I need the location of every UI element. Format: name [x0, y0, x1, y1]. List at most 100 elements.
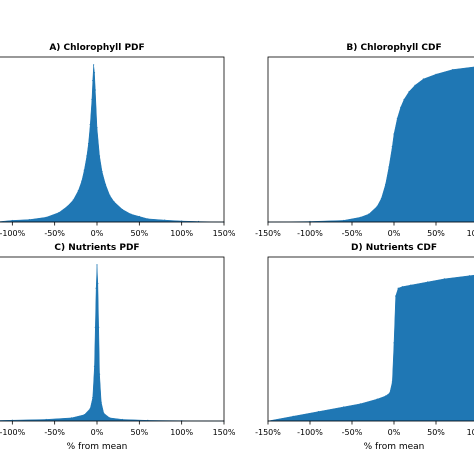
data-point [389, 392, 391, 394]
data-point [292, 415, 294, 417]
x-tick-label: 50% [130, 428, 148, 437]
panel-a: -150%-100%-50%0%50%100%150%A) Chlorophyl… [0, 43, 236, 238]
x-tick-label: 150% [213, 428, 236, 437]
data-point [96, 127, 98, 129]
data-point [11, 419, 13, 421]
data-point [138, 215, 140, 218]
data-point [93, 72, 96, 74]
x-tick-label: -50% [342, 229, 363, 238]
data-point [81, 180, 83, 182]
data-point [87, 142, 90, 145]
data-point [94, 326, 96, 328]
x-tick-label: 50% [130, 229, 148, 238]
data-point [93, 64, 95, 66]
panel-title: C) Nutrients PDF [54, 243, 139, 253]
data-point [58, 211, 60, 214]
data-point [45, 418, 47, 421]
data-point [92, 396, 94, 399]
x-axis-label: % from mean [67, 442, 128, 452]
data-point [469, 275, 471, 277]
data-point [380, 197, 382, 200]
data-point [359, 216, 361, 218]
data-point [147, 218, 149, 220]
data-point [89, 407, 91, 410]
data-point [385, 183, 387, 185]
data-point [83, 169, 85, 171]
data-point [93, 365, 96, 367]
panel-title: A) Chlorophyll PDF [49, 43, 144, 53]
data-point [422, 78, 424, 80]
data-point [388, 166, 390, 168]
data-point [397, 287, 399, 289]
data-point [83, 414, 85, 416]
data-point [393, 342, 395, 344]
x-tick-label: -100% [0, 428, 26, 437]
data-point [66, 205, 68, 207]
data-point [77, 189, 79, 192]
data-point [376, 398, 378, 400]
data-point [452, 68, 454, 71]
data-point [427, 281, 429, 283]
data-point [410, 284, 412, 286]
x-tick-label: 50% [427, 229, 445, 238]
data-point [121, 418, 123, 421]
data-point [393, 133, 395, 135]
data-point [385, 395, 387, 397]
data-point [109, 194, 111, 196]
x-tick-label: 0% [91, 428, 104, 437]
data-point [113, 200, 115, 203]
data-point [103, 412, 105, 414]
x-tick-label: 0% [91, 229, 104, 238]
x-axis-label: % from mean [364, 442, 425, 452]
data-point [391, 381, 393, 383]
x-tick-label: -100% [297, 229, 323, 238]
data-point [181, 220, 183, 222]
data-point [401, 286, 403, 288]
data-point [101, 171, 103, 173]
data-point [408, 90, 410, 93]
data-point [72, 199, 74, 201]
series-area [267, 66, 474, 223]
panel-title: D) Nutrients CDF [351, 243, 437, 253]
data-point [11, 219, 13, 222]
panel-c: -150%-100%-50%0%50%100%150%C) Nutrients … [0, 243, 236, 452]
data-point [45, 216, 47, 218]
x-tick-label: 50% [427, 428, 445, 437]
x-tick-label: 0% [388, 428, 401, 437]
data-point [400, 106, 402, 108]
series-area [0, 264, 225, 422]
x-tick-label: -100% [297, 428, 323, 437]
x-tick-label: -50% [44, 428, 65, 437]
data-point [109, 417, 111, 419]
data-point [164, 219, 166, 221]
data-point [343, 406, 345, 408]
x-tick-label: 100% [170, 428, 193, 437]
panel-d: -150%-100%-50%0%50%100%150%D) Nutrients … [255, 243, 474, 452]
x-tick-label: 100% [467, 229, 474, 238]
x-tick-label: -50% [44, 229, 65, 238]
x-tick-label: 150% [213, 229, 236, 238]
series-area [0, 64, 225, 223]
data-point [97, 282, 99, 285]
data-point [91, 98, 93, 101]
data-point [359, 403, 361, 405]
panel-b: -150%-100%-50%0%50%100%150%B) Chlorophyl… [255, 43, 474, 238]
data-point [98, 155, 101, 157]
data-point [94, 89, 96, 91]
data-point [28, 219, 30, 221]
panel-title: B) Chlorophyll CDF [346, 43, 441, 53]
data-point [376, 205, 378, 207]
plot-frame [0, 256, 225, 422]
x-tick-label: -100% [0, 229, 26, 238]
data-point [98, 326, 100, 328]
data-point [414, 84, 416, 86]
x-tick-label: -150% [255, 229, 281, 238]
x-tick-label: -150% [255, 428, 281, 437]
data-point [86, 155, 88, 157]
data-point [98, 373, 101, 375]
data-point [343, 219, 345, 222]
data-point [121, 208, 123, 211]
data-point [89, 123, 91, 126]
data-point [92, 79, 94, 82]
